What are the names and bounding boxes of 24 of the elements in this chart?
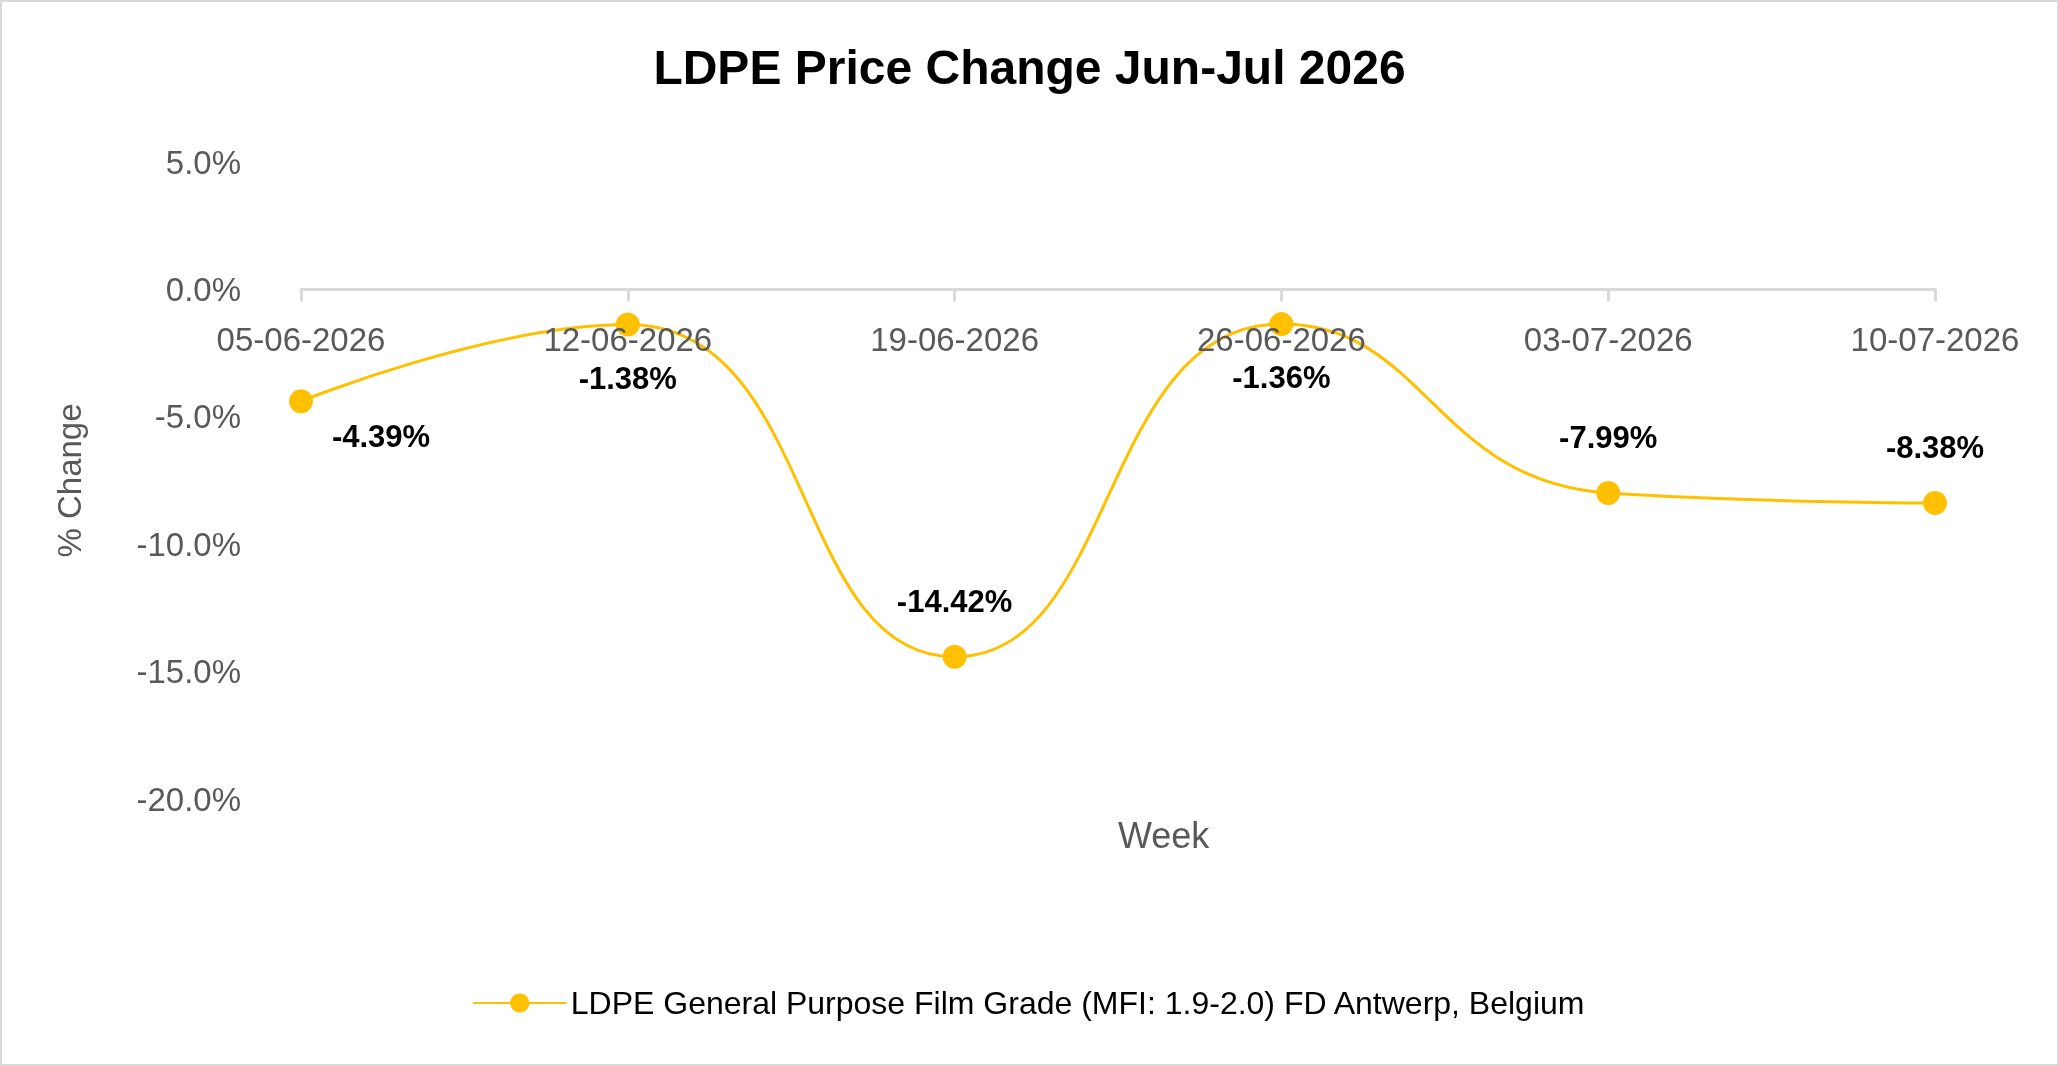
x-tick-label: 03-07-2026 (1523, 321, 1693, 359)
legend-label: LDPE General Purpose Film Grade (MFI: 1.9-2.0) FD Antwerp, Belgium (570, 985, 1585, 1021)
x-tick-label: 19-06-2026 (870, 321, 1040, 359)
data-label: -1.36% (1232, 360, 1331, 396)
data-label: -14.42% (896, 583, 1013, 619)
x-tick-label: 05-06-2026 (216, 321, 386, 359)
y-tick-label: 0.0% (165, 270, 241, 308)
data-label: -1.38% (578, 360, 677, 396)
data-label: -7.99% (1559, 419, 1658, 455)
data-label: -4.39% (331, 419, 431, 455)
y-tick-label: 5.0% (165, 143, 241, 181)
chart-title: LDPE Price Change Jun-Jul 2026 (653, 40, 1406, 94)
y-tick-label: -20.0% (136, 780, 241, 818)
y-axis-title: % Change (51, 403, 88, 558)
y-tick-label: -10.0% (136, 525, 241, 563)
y-tick-label: -5.0% (154, 398, 241, 436)
point (1596, 480, 1621, 505)
x-tick-label: 10-07-2026 (1850, 321, 2020, 359)
point (289, 389, 313, 414)
data-label: -8.38% (1885, 429, 1985, 465)
x-axis-title: Week (1118, 814, 1211, 856)
y-tick-label: -15.0% (136, 653, 241, 691)
point (1923, 490, 1947, 515)
point (942, 644, 967, 669)
